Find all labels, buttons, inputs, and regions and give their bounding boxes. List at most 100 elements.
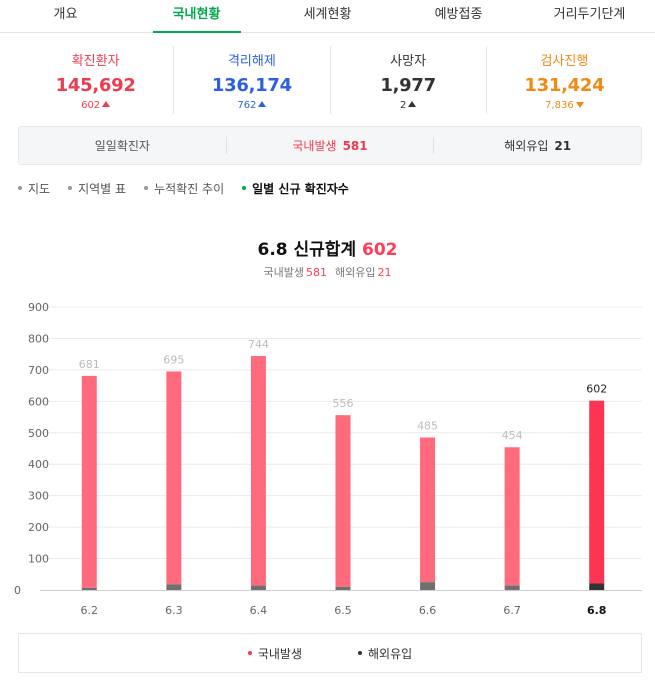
subnav-label: 지역별 표 [78,182,127,196]
x-tick-label: 6.8 [587,604,607,617]
subnav-label: 누적확진 추이 [154,182,225,196]
stat-delta-value: 762 [237,100,257,111]
daily-domestic: 국내발생 581 [227,137,435,154]
stat-delta: 602 [18,100,173,111]
bar-overseas [166,584,182,590]
bar-overseas [250,585,266,590]
chart-sub-domestic-label: 국내발생 [263,266,304,279]
bar-total-label: 744 [248,338,269,351]
stats-panel: 확진환자 145,692 602 격리해제 136,174 762 사망자 1,… [18,46,642,114]
stat-released: 격리해제 136,174 762 [174,46,331,114]
legend-dot-icon [247,650,252,655]
bar-overseas [81,587,97,590]
tab-overview[interactable]: 개요 [53,7,78,22]
bullet-icon [68,186,73,190]
bar-total-label: 602 [586,383,607,396]
legend-item-domestic[interactable]: 국내발생 [247,645,302,662]
x-tick-label: 6.3 [165,604,183,617]
subnav-daily-new[interactable]: 일별 신규 확진자수 [242,180,349,197]
arrow-down-icon [575,102,584,108]
y-tick-label: 600 [28,395,49,408]
chart-title-text: 6.8 신규합계 [257,240,357,260]
chart-title: 6.8 신규합계 602 [0,235,655,260]
legend-label: 국내발생 [257,646,302,661]
legend-label: 해외유입 [368,646,413,661]
stat-delta-value: 2 [399,100,407,111]
daily-overseas-value: 21 [554,139,572,153]
daily-summary: 일일확진자 국내발생 581 해외유입 21 [18,126,642,165]
stat-delta: 7,836 [487,100,642,111]
bar-overseas [589,583,605,590]
chart-legend: 국내발생 해외유입 [18,633,642,673]
tab-domestic[interactable]: 국내현황 [131,0,262,32]
x-tick-label: 6.4 [250,604,268,617]
chart-subtitle: 국내발생 581 해외유입 21 [0,264,655,280]
arrow-up-icon [258,101,267,107]
stat-delta: 762 [174,100,329,111]
bar-overseas [504,585,520,590]
top-tabs: 개요 국내현황 세계현황 예방접종 거리두기단계 [0,0,655,33]
stat-label: 확진환자 [71,54,120,69]
chart-subnav: 지도 지역별 표 누적확진 추이 일별 신규 확진자수 [18,180,367,197]
arrow-up-icon [408,101,417,107]
x-tick-label: 6.6 [419,604,437,617]
chart-sub-domestic-value: 581 [306,266,327,279]
legend-dot-icon [358,650,362,655]
bar-total-label: 695 [163,353,184,366]
stat-delta-value: 602 [81,100,101,111]
stat-label: 사망자 [390,54,427,69]
stat-value: 131,424 [524,75,605,96]
tab-distancing[interactable]: 거리두기단계 [553,7,626,22]
x-tick-label: 6.5 [334,604,352,617]
daily-domestic-label: 국내발생 [292,139,337,153]
subnav-cumulative[interactable]: 누적확진 추이 [144,180,224,197]
bar-domestic [166,371,182,585]
bar-domestic [589,400,605,584]
bar-total-label: 485 [417,419,438,432]
subnav-region-table[interactable]: 지역별 표 [68,180,126,197]
bar-domestic [504,447,520,586]
y-tick-label: 100 [28,553,49,566]
daily-cases-chart: 0 100 200 300 400 500 600 700 800 900 681 6.2 695 6.3… [14,301,642,617]
bar-domestic [81,375,97,588]
chart-sub-overseas-label: 해외유입 [335,266,376,279]
y-tick-label: 200 [28,521,49,534]
y-tick-label: 400 [28,458,49,471]
stat-label: 검사진행 [540,54,589,69]
bar-domestic [420,437,436,583]
bar-domestic [250,356,266,586]
bar-total-label: 556 [333,397,354,410]
stat-confirmed: 확진환자 145,692 602 [18,46,175,114]
y-tick-label: 0 [14,584,21,597]
y-tick-label: 700 [28,364,49,377]
subnav-label: 지도 [28,182,51,196]
bullet-icon [144,186,149,190]
chart-title-total: 602 [362,240,398,260]
subnav-label: 일별 신규 확진자수 [252,182,349,196]
tab-world[interactable]: 세계현황 [303,7,352,22]
stat-value: 145,692 [55,75,136,96]
bar-total-label: 681 [79,358,100,371]
daily-label: 일일확진자 [19,137,227,154]
bullet-icon [18,186,22,190]
bar-domestic [335,415,351,587]
tab-vaccination[interactable]: 예방접종 [434,7,483,22]
x-tick-label: 6.2 [81,604,99,617]
legend-item-overseas[interactable]: 해외유입 [358,645,412,662]
subnav-map[interactable]: 지도 [18,180,50,197]
stat-delta: 2 [331,100,486,111]
daily-overseas: 해외유입 21 [434,137,641,154]
bar-overseas [335,586,351,590]
bar-overseas [420,582,436,590]
y-tick-label: 500 [28,427,49,440]
bullet-icon [242,186,247,190]
stat-label: 격리해제 [227,54,276,69]
x-tick-label: 6.7 [503,604,521,617]
daily-domestic-value: 581 [342,139,368,153]
chart-sub-overseas-value: 21 [377,266,392,279]
daily-overseas-label: 해외유입 [504,139,549,153]
stat-value: 1,977 [380,75,436,96]
arrow-up-icon [102,101,111,107]
stat-delta-value: 7,836 [545,100,574,111]
y-tick-label: 900 [28,301,49,314]
